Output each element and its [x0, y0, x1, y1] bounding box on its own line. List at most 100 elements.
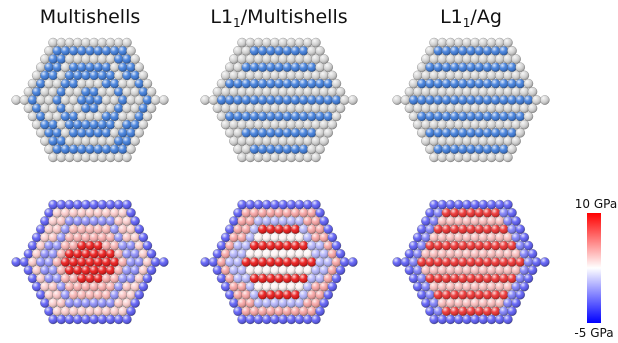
atom-shading: [151, 95, 161, 105]
atom-shading: [126, 111, 136, 121]
atom-shading: [507, 241, 517, 251]
atom-shading: [262, 216, 272, 226]
atom-shading: [478, 54, 488, 64]
atom-shading: [503, 87, 513, 97]
atom-shading: [286, 136, 296, 146]
atom-shading: [60, 111, 70, 121]
atom-shading: [511, 265, 521, 275]
atom-shading: [454, 265, 464, 275]
atom-shading: [225, 241, 235, 251]
atom-shading: [40, 120, 50, 130]
atom-shading: [290, 144, 300, 154]
atom-shading: [470, 152, 480, 162]
atom-shading: [11, 95, 21, 105]
atom-shading: [93, 208, 103, 218]
atom-shading: [77, 257, 87, 267]
atom-shading: [110, 79, 120, 89]
atom-shading: [482, 95, 492, 105]
atom-shading: [249, 46, 259, 56]
atom-shading: [266, 95, 276, 105]
atom-shading: [69, 257, 79, 267]
atom-shading: [48, 103, 58, 113]
atom-shading: [482, 46, 492, 56]
atom-shading: [81, 282, 91, 292]
atom-shading: [266, 306, 276, 316]
atom-shading: [229, 298, 239, 308]
atom-shading: [212, 103, 223, 113]
atom-shading: [417, 290, 427, 300]
atom-shading: [421, 232, 431, 242]
atom-shading: [311, 265, 321, 275]
atom-shading: [519, 120, 529, 130]
atom-shading: [425, 144, 435, 154]
atom-shading: [413, 70, 423, 80]
atom-shading: [126, 208, 136, 218]
atom-shading: [429, 314, 439, 324]
atom-shading: [311, 216, 321, 226]
atom-shading: [491, 46, 501, 56]
atom-shading: [311, 314, 321, 324]
atom-shading: [85, 111, 95, 121]
atom-shading: [335, 87, 346, 97]
atom-shading: [48, 136, 58, 146]
atom-shading: [303, 314, 313, 324]
atom-shading: [413, 103, 423, 113]
atom-shading: [48, 232, 58, 242]
atom-shading: [225, 290, 235, 300]
atom-shading: [130, 54, 140, 64]
atom-shading: [417, 128, 427, 138]
atom-shading: [511, 120, 521, 130]
atom-shading: [519, 70, 529, 80]
atom-shading: [134, 290, 144, 300]
atom-shading: [474, 306, 484, 316]
atom-shading: [85, 79, 95, 89]
atom-shading: [311, 298, 321, 308]
atom-shading: [85, 62, 95, 72]
atom-shading: [482, 128, 492, 138]
atom-shading: [458, 79, 468, 89]
atom-shading: [429, 103, 439, 113]
atom-shading: [245, 120, 255, 130]
atom-shading: [40, 232, 50, 242]
atom-shading: [138, 232, 148, 242]
atom-shading: [495, 232, 505, 242]
atom-shading: [56, 120, 66, 130]
atom-shading: [77, 208, 87, 218]
atom-shading: [122, 38, 132, 48]
atom-shading: [225, 95, 235, 105]
atom-shading: [81, 314, 91, 324]
atom-shading: [331, 257, 341, 267]
atom-shading: [36, 257, 46, 267]
atom-shading: [433, 241, 443, 251]
atom-shading: [60, 306, 70, 316]
atom-shading: [122, 232, 132, 242]
atom-shading: [319, 232, 329, 242]
atom-shading: [52, 46, 62, 56]
atom-shading: [450, 62, 460, 72]
atom-shading: [327, 103, 337, 113]
atom-shading: [97, 152, 107, 162]
atom-shading: [274, 241, 284, 251]
atom-shading: [101, 111, 111, 121]
atom-shading: [118, 95, 128, 105]
atom-shading: [282, 224, 292, 234]
atom-shading: [237, 265, 247, 275]
atom-shading: [458, 95, 468, 105]
colorbar-min-label: -5 GPa: [574, 326, 614, 340]
atom-shading: [73, 249, 83, 259]
atom-shading: [299, 95, 309, 105]
atom-shading: [122, 314, 132, 324]
atom-shading: [97, 200, 107, 210]
atom-shading: [470, 249, 480, 259]
atom-shading: [60, 241, 70, 251]
atom-shading: [81, 87, 91, 97]
atom-shading: [290, 62, 300, 72]
atom-shading: [64, 200, 75, 210]
atom-shading: [60, 128, 70, 138]
atom-shading: [114, 249, 124, 259]
atom-shading: [270, 152, 280, 162]
atom-shading: [441, 208, 451, 218]
atom-shading: [101, 46, 111, 56]
atom-shading: [311, 54, 321, 64]
atom-shading: [237, 136, 247, 146]
